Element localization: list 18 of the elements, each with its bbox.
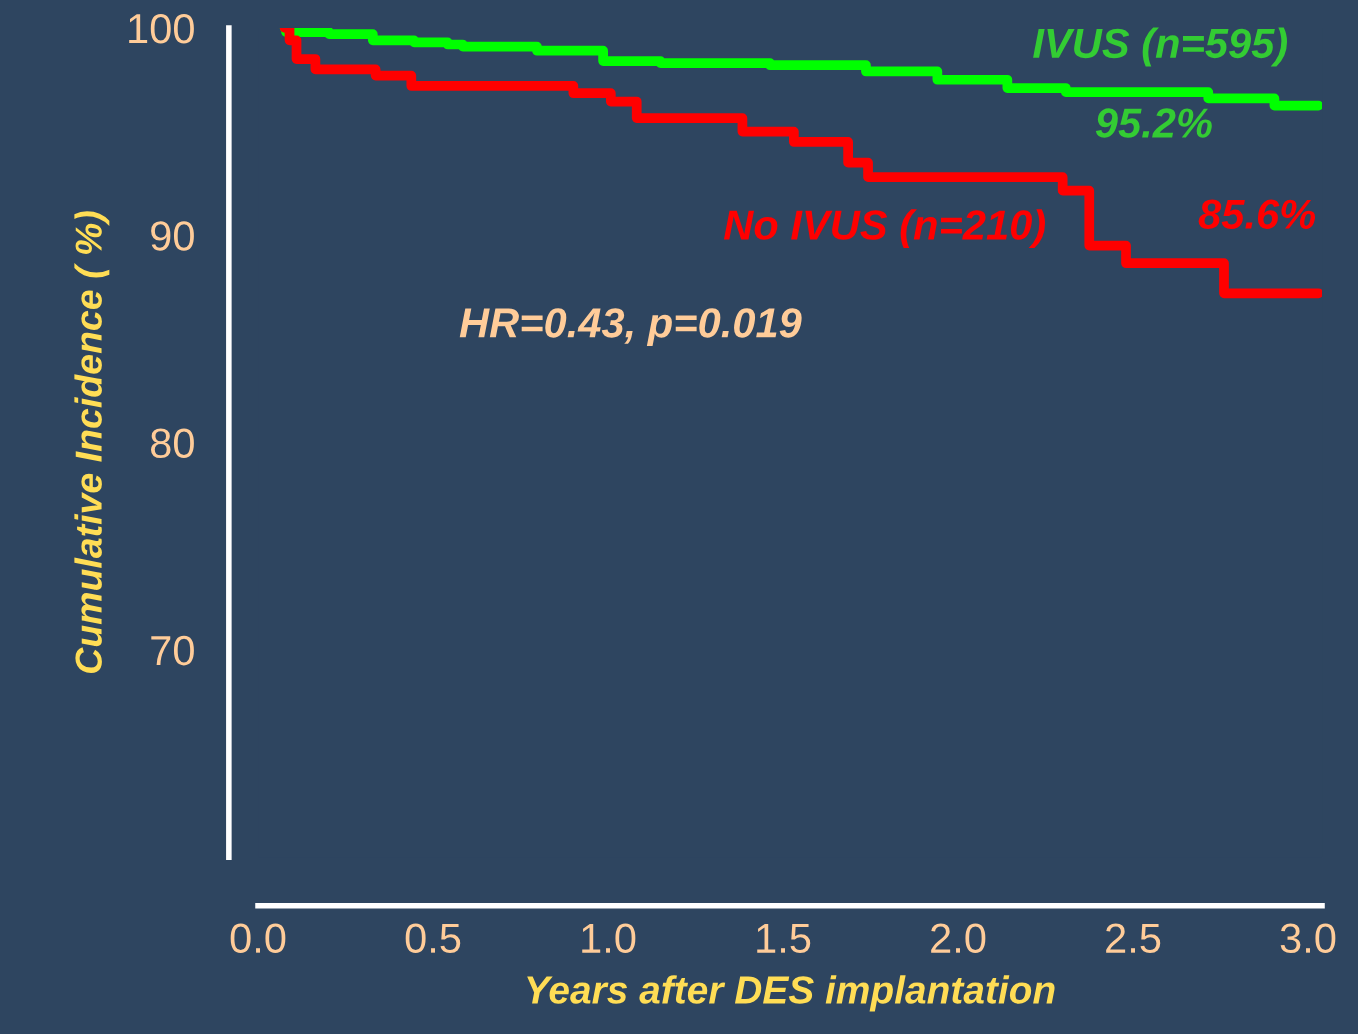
x-tick-label: 3.0	[1280, 923, 1336, 954]
annotation: 95.2%	[1095, 108, 1212, 138]
y-tick-label: 80	[150, 428, 194, 459]
y-tick-label: 70	[151, 635, 194, 666]
series-label: No IVUS (n=210)	[723, 209, 1045, 249]
annotation: 85.6%	[1198, 199, 1316, 230]
series-label: IVUS (n=595)	[1033, 27, 1288, 67]
x-tick-label: 0.5	[405, 923, 461, 954]
y-axis-title: Cumulative Incidence ( %)	[74, 211, 110, 674]
y-tick-label: 100	[129, 13, 194, 44]
annotation: HR=0.43, p=0.019	[459, 308, 802, 346]
x-tick-label: 0.0	[230, 923, 286, 954]
x-tick-label: 2.5	[1106, 923, 1161, 954]
x-tick-label: 2.0	[931, 923, 986, 954]
y-tick-label: 90	[151, 221, 194, 251]
x-tick-label: 1.5	[757, 923, 811, 954]
x-tick-label: 1.0	[582, 923, 636, 954]
x-axis-title: Years after DES implantation	[527, 975, 1055, 1012]
